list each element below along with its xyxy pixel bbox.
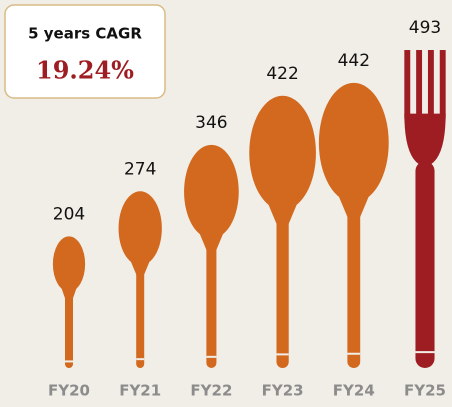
fork-tine xyxy=(416,50,422,119)
spoon-bowl xyxy=(319,83,389,203)
spoon-bowl xyxy=(184,145,239,239)
value-label: 346 xyxy=(195,113,227,133)
value-label: 442 xyxy=(338,51,370,71)
value-label: 493 xyxy=(409,18,441,38)
spoon-bowl xyxy=(249,96,316,210)
cagr-value: 19.24% xyxy=(36,56,134,85)
fork-tine xyxy=(440,50,446,119)
x-tick-label: FY24 xyxy=(333,382,375,400)
x-tick-label: FY22 xyxy=(190,382,232,400)
x-tick-label: FY23 xyxy=(262,382,304,400)
fork-tine xyxy=(404,50,410,119)
spoon-bowl xyxy=(119,191,162,265)
value-label: 204 xyxy=(53,204,85,224)
spoon-handle xyxy=(206,239,216,368)
spoon-handle xyxy=(65,292,73,368)
x-tick-label: FY25 xyxy=(404,382,446,400)
x-tick-label: FY21 xyxy=(119,382,161,400)
spoon-handle xyxy=(136,265,144,368)
spoon-handle xyxy=(347,203,360,368)
x-tick-label: FY20 xyxy=(48,382,90,400)
spoon-bowl xyxy=(53,236,85,291)
value-label: 274 xyxy=(124,159,156,179)
chart: 5 years CAGR 19.24% 204 FY20 274 FY21 346 FY2… xyxy=(0,0,452,403)
cagr-label: 5 years CAGR xyxy=(28,25,142,43)
value-label: 422 xyxy=(266,64,298,84)
fork-tine xyxy=(428,50,434,119)
spoon-handle xyxy=(276,210,288,368)
fork-handle xyxy=(415,161,434,368)
